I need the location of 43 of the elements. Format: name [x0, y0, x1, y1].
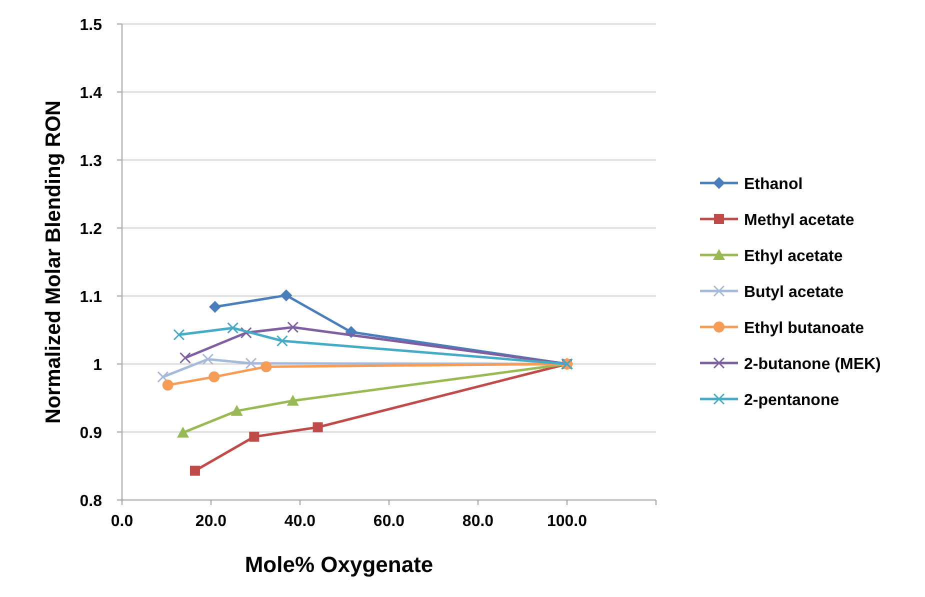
point: [190, 466, 200, 476]
y-tick-label: 0.8: [80, 493, 102, 510]
legend-label: 2-butanone (MEK): [744, 356, 881, 373]
legend-label: Ethanol: [744, 176, 803, 193]
legend-label: Ethyl butanoate: [744, 320, 864, 337]
point: [173, 329, 185, 341]
x-tick-label: 60.0: [373, 513, 405, 530]
legend-label: Methyl acetate: [744, 212, 854, 229]
x-tick-label: 0.0: [110, 513, 134, 530]
x-axis-title: Mole% Oxygenate: [244, 552, 434, 577]
point: [260, 361, 272, 372]
point: [179, 352, 191, 364]
y-tick-label: 0.9: [80, 425, 102, 442]
y-axis-title: Normalized Molar Blending RON: [42, 100, 65, 424]
point: [240, 326, 252, 338]
point: [209, 300, 222, 313]
point: [176, 426, 189, 438]
x-tick-label: 20.0: [195, 513, 227, 530]
point: [249, 432, 260, 442]
point: [245, 358, 257, 370]
legend-label: 2-pentanone: [744, 392, 840, 409]
point: [162, 380, 174, 391]
point: [287, 322, 299, 334]
point: [230, 404, 243, 416]
legend-label: Butyl acetate: [744, 284, 844, 301]
y-tick-label: 1: [93, 357, 102, 374]
point: [227, 322, 239, 334]
y-tick-label: 1.4: [80, 85, 102, 102]
point: [157, 371, 169, 383]
y-tick-label: 1.2: [80, 221, 102, 238]
y-tick-label: 1.3: [80, 153, 102, 170]
y-tick-label: 1.1: [80, 289, 102, 306]
legend-label: Ethyl acetate: [744, 248, 843, 265]
x-tick-label: 80.0: [462, 513, 494, 530]
point: [208, 371, 220, 382]
point: [286, 394, 299, 406]
point: [312, 422, 323, 432]
x-tick-label: 40.0: [284, 513, 316, 530]
x-tick-label: 100.0: [546, 513, 588, 530]
point: [276, 335, 288, 347]
point: [202, 353, 214, 365]
y-tick-label: 1.5: [80, 17, 102, 34]
point: [280, 289, 292, 302]
